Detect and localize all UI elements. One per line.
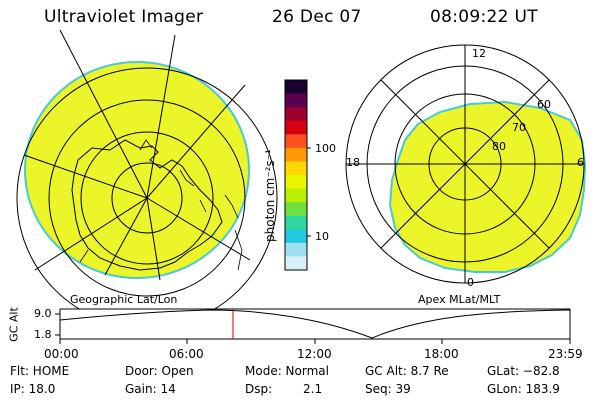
colorbar-segment [285, 242, 307, 257]
meridian [146, 197, 251, 261]
lat-circle [111, 162, 183, 234]
altitude-ytick-low: 1.8 [34, 328, 52, 341]
status-ip: IP: 18.0 [10, 382, 56, 396]
colorbar-segment [285, 80, 307, 95]
lat-circle [80, 131, 214, 265]
altitude-plot [55, 308, 571, 344]
lat-circle [48, 99, 246, 297]
mlt-label-18: 18 [346, 156, 360, 169]
geographic-map [16, 29, 278, 329]
status-door: Door: Open [125, 364, 194, 378]
geographic-caption: Geographic Lat/Lon [70, 293, 178, 306]
colorbar-segment [285, 147, 307, 162]
colorbar-segment [285, 120, 307, 135]
colorbar-border [284, 79, 308, 271]
xtick-2359: 23:59 [548, 347, 583, 361]
mlat-label-80: 80 [492, 140, 506, 153]
xtick-0600: 06:00 [169, 347, 204, 361]
colorbar-segment [285, 256, 307, 271]
colorbar-label: photon cm⁻²s⁻¹ [263, 149, 277, 242]
colorbar-segment [285, 188, 307, 203]
mlt-label-6: 6 [577, 156, 584, 169]
status-mode: Mode: Normal [245, 364, 329, 378]
altitude-curve [59, 309, 571, 339]
status-glat: GLat: −82.8 [487, 364, 560, 378]
mlat-label-70: 70 [512, 121, 526, 134]
status-gain: Gain: 14 [125, 382, 176, 396]
status-glon: GLon: 183.9 [487, 382, 560, 396]
meridian [23, 154, 148, 199]
meridian [34, 197, 148, 271]
colorbar-segment [285, 229, 307, 244]
colorbar-tick-100: 100 [315, 142, 336, 155]
meridian [146, 84, 246, 199]
meridian [146, 34, 176, 199]
colorbar-segment [285, 134, 307, 149]
status-flt: Flt: HOME [10, 364, 70, 378]
mlt-label-0: 0 [467, 276, 474, 289]
mlt-label-12: 12 [472, 47, 486, 60]
colorbar-segment [285, 107, 307, 122]
colorbar-segment [285, 161, 307, 176]
xtick-1800: 18:00 [424, 347, 459, 361]
status-dsp-value: 2.1 [303, 382, 323, 396]
meridian [59, 29, 148, 199]
status-gc-alt: GC Alt: 8.7 Re [365, 364, 449, 378]
coastline [71, 139, 223, 271]
mlat-label-60: 60 [537, 98, 551, 111]
xtick-1200: 12:00 [297, 347, 332, 361]
meridian [104, 197, 148, 276]
colorbar-segment [285, 202, 307, 217]
colorbar-segment [285, 215, 307, 230]
meridian [146, 197, 161, 281]
mlt-line [380, 79, 550, 249]
colorbar-tick-10: 10 [315, 230, 329, 243]
altitude-ylabel: GC Alt [7, 307, 21, 342]
xtick-0000: 00:00 [44, 347, 79, 361]
status-seq: Seq: 39 [365, 382, 411, 396]
observation-time: 08:09:22 UT [430, 7, 538, 27]
observation-date: 26 Dec 07 [272, 7, 362, 27]
apex-caption: Apex MLat/MLT [418, 293, 501, 306]
instrument-title: Ultraviolet Imager [44, 7, 204, 27]
colorbar [284, 79, 311, 271]
status-dsp-label: Dsp: [245, 382, 273, 396]
colorbar-segment [285, 93, 307, 108]
colorbar-segment [285, 175, 307, 190]
apex-map [345, 44, 587, 284]
altitude-ytick-high: 9.0 [34, 307, 52, 320]
